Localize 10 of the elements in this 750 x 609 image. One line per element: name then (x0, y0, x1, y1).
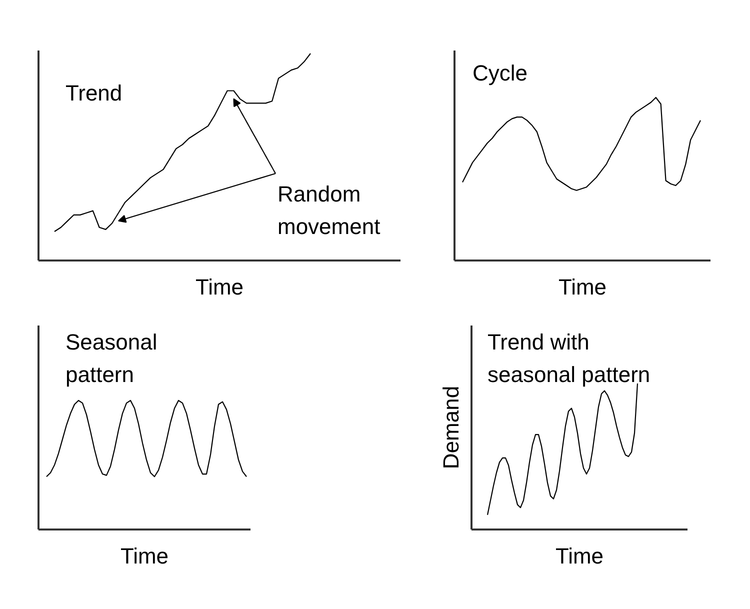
text: Trend (66, 80, 122, 106)
x-axis-title: Time (555, 544, 604, 568)
annotation: Random movement (278, 182, 380, 239)
x-axis-title: Time (195, 274, 244, 300)
chart-title: Cycle (472, 60, 528, 86)
chart-title: Seasonal pattern (66, 330, 158, 387)
x-axis-title: Time (120, 544, 169, 568)
chart-title: Trend with seasonal pattern (488, 330, 650, 387)
y-axis-title: Demand (438, 386, 464, 470)
x-axis-title: Time (558, 274, 607, 300)
